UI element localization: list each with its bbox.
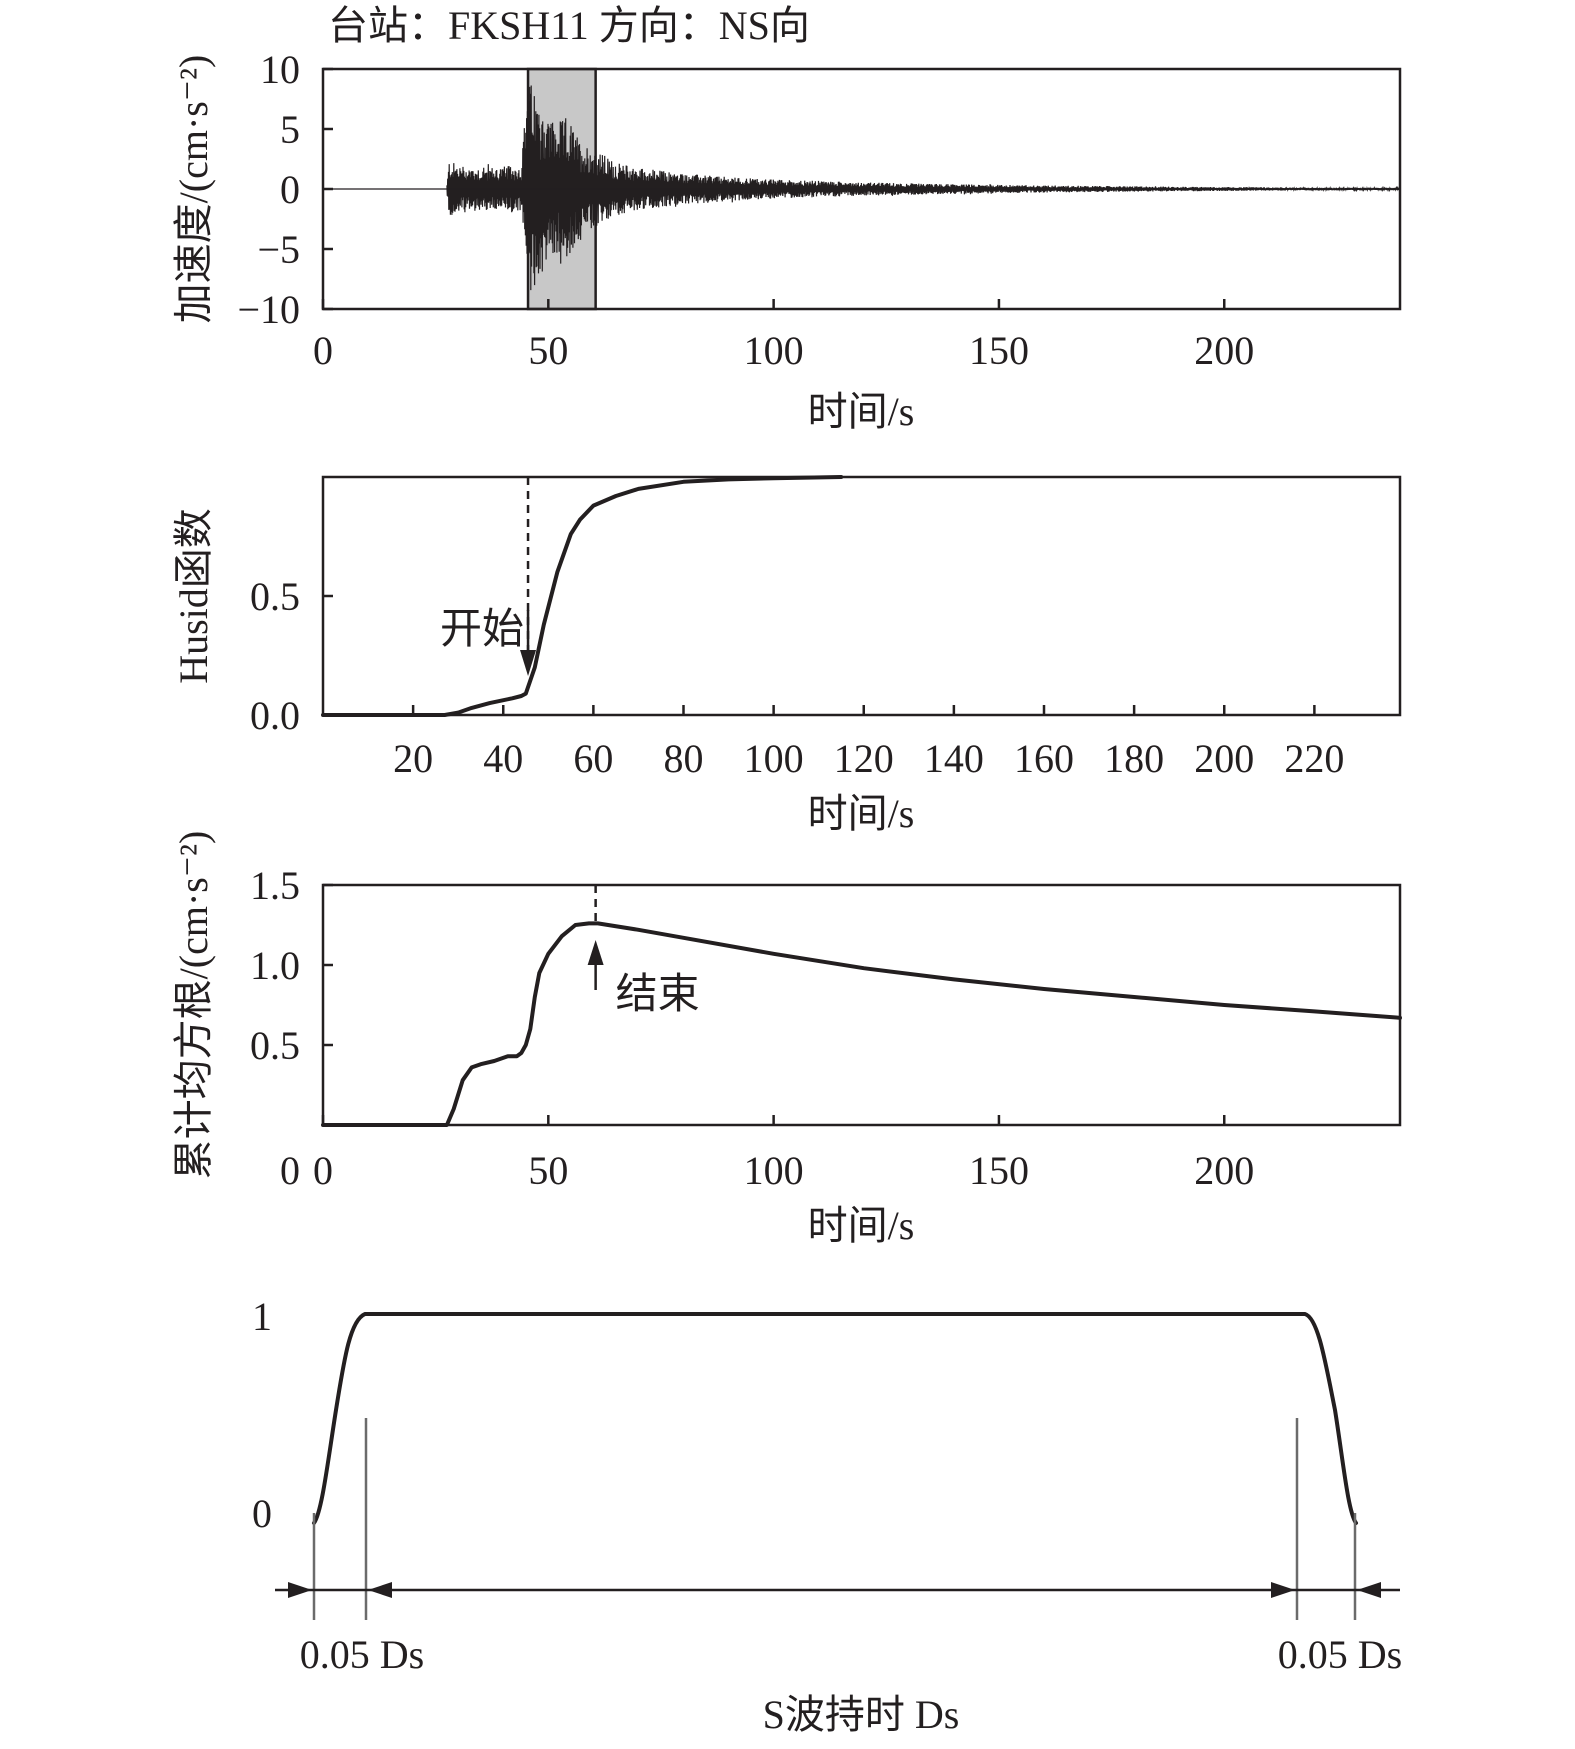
start-annotation: 开始 [440,607,524,653]
x-tick-label: 140 [924,736,984,781]
right-taper-arrowhead [1357,1582,1381,1598]
x-tick-label: 0 [313,1148,333,1193]
x-tick-label: 100 [744,328,804,373]
x-tick-label: 60 [573,736,613,781]
y-tick-label: 1.5 [250,863,300,908]
right-taper-label: 0.05 Ds [1278,1632,1402,1677]
y-tick-label: 0.5 [250,1023,300,1068]
x-tick-label: 180 [1104,736,1164,781]
x-tick-label: 50 [528,328,568,373]
husid-x-ticks: 20 40 60 80 100 120 140 160 180 200 220 0.0 0.5 [250,574,1344,781]
start-arrowhead [520,650,537,676]
y-tick-label: 1.0 [250,943,300,988]
left-taper-label: 0.05 Ds [300,1632,424,1677]
window-curve [312,1312,1358,1525]
end-annotation: 结束 [616,972,700,1018]
window-x-axis-label: S波持时 Ds [763,1692,960,1737]
x-tick-label: 20 [393,736,433,781]
acceleration-x-axis-label: 时间/s [808,389,915,434]
rms-plot-frame [321,883,1402,1127]
x-tick-label: 100 [744,1148,804,1193]
rms-x-ticks: 0 50 100 150 200 1.5 1.0 0.5 [250,863,1254,1193]
husid-plot-frame [321,475,1402,717]
x-tick-label: 50 [528,1148,568,1193]
window-y-tick-1: 1 [252,1294,272,1339]
rms-y-axis-label: 累计均方根/(cm·s⁻²) [171,831,216,1180]
x-tick-label: 120 [834,736,894,781]
y-tick-label-zero: 0 [280,1148,300,1193]
x-tick-label: 220 [1284,736,1344,781]
y-tick-label: −10 [237,287,300,332]
x-tick-label: 160 [1014,736,1074,781]
husid-curve [321,475,844,717]
x-tick-label: 40 [483,736,523,781]
window-y-tick-0: 0 [252,1491,272,1536]
x-tick-label: 0 [313,328,333,373]
y-tick-label: −5 [257,227,300,272]
x-tick-label: 200 [1194,328,1254,373]
acceleration-title: 台站：FKSH11 方向：NS向 [328,3,810,48]
end-arrowhead [587,940,604,965]
y-tick-label: 5 [280,107,300,152]
window-panel: 1 0 0.05 Ds 0.05 Ds S波持时 Ds [252,1294,1402,1737]
cumulative-rms-curve [321,921,1402,1127]
rms-y-ticks: 0 [280,1148,300,1193]
x-tick-label: 150 [969,328,1029,373]
duration-right-arrowhead [1271,1582,1295,1598]
husid-x-axis-label: 时间/s [808,791,915,836]
x-tick-label: 80 [664,736,704,781]
left-taper-arrowhead [288,1582,312,1598]
y-tick-label: 0 [280,167,300,212]
y-tick-label: 10 [260,47,300,92]
y-tick-label: 0.0 [250,693,300,738]
duration-left-arrowhead [368,1582,392,1598]
rms-panel: 0 50 100 150 200 1.5 1.0 0.5 0 结束 时间/s 累计均方根/(c… [171,831,1402,1248]
x-tick-label: 200 [1194,736,1254,781]
acceleration-y-axis-label: 加速度/(cm·s⁻²) [171,55,216,324]
x-tick-label: 100 [744,736,804,781]
husid-panel: 20 40 60 80 100 120 140 160 180 200 220 0.0 0.5 开始 时… [171,475,1402,836]
rms-x-axis-label: 时间/s [808,1203,915,1248]
x-tick-label: 150 [969,1148,1029,1193]
husid-y-axis-label: Husid函数 [171,508,216,684]
y-tick-label: 0.5 [250,574,300,619]
x-tick-label: 200 [1194,1148,1254,1193]
